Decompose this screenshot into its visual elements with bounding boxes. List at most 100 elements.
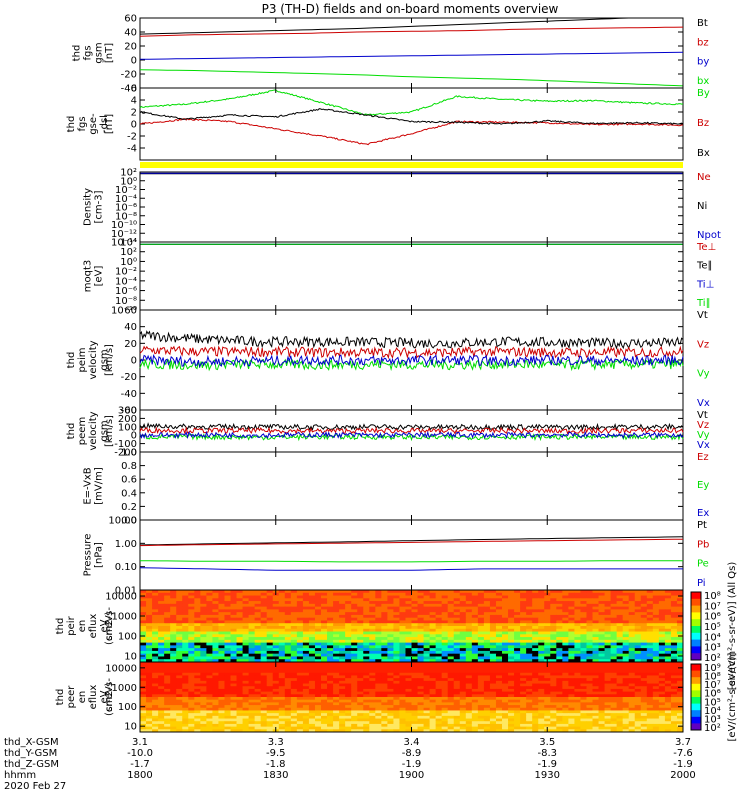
y-tick-label: 10⁻²: [115, 267, 137, 278]
bottom-row-label: thd_Z-GSM: [4, 759, 59, 770]
y-tick-label: 1000: [112, 612, 137, 623]
y-tick-label: 0.2: [121, 502, 137, 513]
y-tick-label: 6: [131, 84, 137, 95]
y-tick-label: -60: [121, 406, 137, 417]
panel-frame: [139, 87, 684, 161]
y-axis-label: Density [cm-3]: [83, 188, 105, 226]
y-label-line: peim: [77, 347, 88, 372]
bottom-row-value: 1900: [399, 770, 424, 781]
y-tick-label: -200: [114, 448, 137, 459]
y-tick-label: 100: [118, 631, 137, 642]
bottom-row-value: 3.7: [675, 737, 691, 748]
plot-title: P3 (TH-D) fields and on-board moments ov…: [262, 2, 559, 16]
bottom-axis: thd_X-GSM 3.1 3.3 3.4 3.5 3.7 thd_Y-GSM -10.0 -9…: [4, 737, 696, 792]
series-line-bz: [139, 26, 684, 37]
legend-item: Ni: [697, 201, 707, 212]
y-tick-label: 10⁻⁸: [115, 296, 137, 307]
y-label-line: [nT]: [104, 43, 115, 63]
y-axis-label: E=-VxB [mV/m]: [83, 467, 105, 505]
y-label-line: eflux: [88, 614, 99, 639]
y-label-line: E=-VxB: [83, 467, 94, 504]
series-line-Vz: [139, 345, 684, 360]
y-tick-label: -20: [121, 372, 137, 383]
y-label-line: sr-eV): [104, 682, 115, 711]
y-tick-label: 10⁴: [120, 238, 137, 249]
y-tick-label: 10.00: [108, 516, 137, 527]
y-axis-label: thd peir en eflux eV(cm2-s-sr-eV): [55, 607, 115, 645]
series-line-Vz: [139, 426, 684, 435]
y-tick-label: 40: [124, 322, 137, 333]
y-tick-label: 10²: [120, 168, 137, 179]
y-tick-label: -2: [127, 132, 137, 143]
quality-strip: [140, 162, 683, 168]
bottom-row-value: 3.4: [404, 737, 420, 748]
colorbar-tick: 10³: [704, 643, 721, 654]
y-tick-label: 10⁻⁴: [115, 276, 137, 287]
legend-item: Npot: [697, 230, 721, 241]
legend-item: Bx: [697, 148, 710, 159]
legend-item: Vx: [697, 398, 710, 409]
legend-item: Vt: [697, 310, 708, 321]
y-tick-label: 20: [124, 42, 137, 53]
y-label-line: fgs: [77, 116, 88, 131]
colorbar-label: [eV/(cm²-s-sr-eV)] (All Qs): [727, 562, 738, 691]
y-tick-label: 10⁻²: [115, 185, 137, 196]
panel-frame: [139, 241, 684, 311]
legend-item: Vy: [697, 369, 710, 380]
y-tick-label: 10000: [105, 663, 137, 674]
y-label-line: [nT]: [104, 114, 115, 134]
colorbar-tick: 10⁷: [704, 680, 721, 691]
y-label-line: eflux: [88, 685, 99, 710]
panel-frame: [139, 451, 684, 521]
bottom-row-value: 1830: [263, 770, 288, 781]
bottom-row-label: hhmm: [4, 770, 36, 781]
y-tick-label: 10⁻⁶: [115, 286, 137, 297]
y-label-line: gsm: [99, 349, 110, 370]
series-line-Vy: [139, 432, 684, 442]
panel-frame: [139, 171, 684, 243]
y-label-line: thd: [55, 689, 66, 706]
legend-item: Ne: [697, 172, 711, 183]
series-line-Vt: [139, 422, 684, 432]
legend-item: Pt: [697, 520, 707, 531]
bottom-row-value: -1.8: [266, 759, 286, 770]
legend-item: Ey: [697, 480, 709, 491]
y-tick-label: 10⁻¹⁰: [111, 220, 137, 231]
series: [139, 330, 684, 372]
y-tick-label: 10⁻¹²: [111, 229, 137, 240]
y-tick-label: -100: [114, 439, 137, 450]
spectrogram-1: [140, 590, 684, 663]
bottom-row-value: -7.6: [673, 748, 693, 759]
y-tick-label: 10⁻¹⁴: [111, 238, 137, 249]
y-tick-label: 2: [131, 108, 137, 119]
panel-frame: [139, 519, 684, 591]
y-tick-label: 20: [124, 339, 137, 350]
y-tick-label: 0.8: [121, 461, 137, 472]
y-label-line: velocity: [88, 340, 99, 379]
y-tick-label: 10⁻¹⁰: [111, 306, 137, 317]
legend-item: Vz: [697, 339, 709, 350]
y-tick-label: -40: [121, 389, 137, 400]
panel-1: 60 40 20 0 -20 -40 thd fgs gsm [nT] Bt bz by bx: [72, 14, 710, 95]
y-tick-label: 200: [118, 414, 137, 425]
colorbar-tick: 10³: [704, 714, 721, 725]
y-tick-label: 10²: [120, 247, 137, 258]
panel-7: 1.0 0.8 0.6 0.4 0.2 0.0 E=-VxB [mV/m] Ez Ey Ex: [83, 448, 710, 527]
series-line-Bx: [139, 108, 684, 126]
y-tick-label: 0.6: [121, 475, 137, 486]
y-label-line: thd: [66, 423, 77, 440]
series-line-Pt: [139, 536, 684, 546]
y-tick-label: 1.00: [115, 539, 137, 550]
colorbar-tick: 10⁵: [704, 697, 721, 708]
y-label-line: sr-eV): [104, 611, 115, 640]
colorbar-tick: 10⁹: [704, 663, 721, 674]
y-tick-label: 0.10: [115, 562, 137, 573]
series-line-Pe: [139, 560, 683, 563]
bottom-row-value: -1.9: [673, 759, 693, 770]
spectrogram-2: [140, 662, 684, 733]
